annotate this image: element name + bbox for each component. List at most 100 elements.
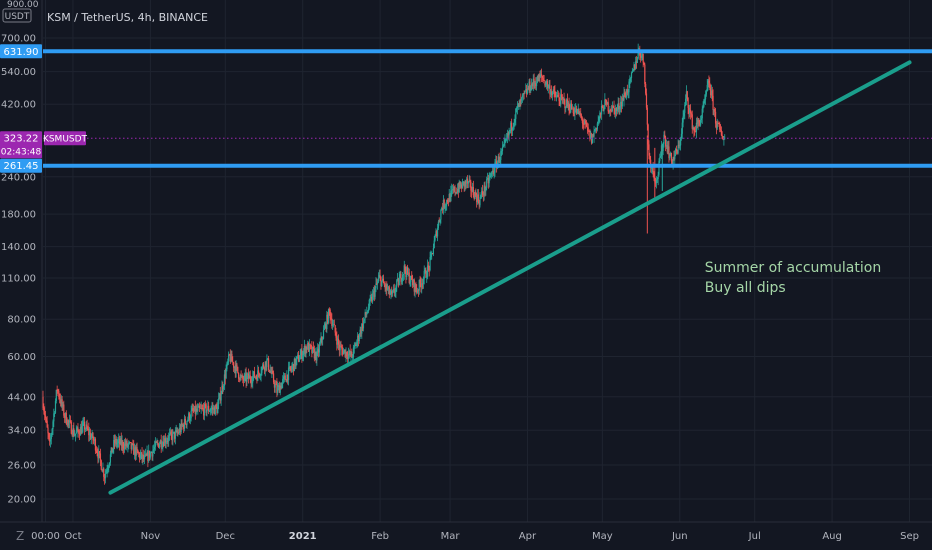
candle-body <box>338 344 340 351</box>
candle-body <box>148 450 150 462</box>
candle-body <box>188 413 190 420</box>
candle-body <box>377 281 379 284</box>
candle-body <box>145 454 147 456</box>
candle-body <box>684 105 686 113</box>
candle-body <box>49 437 51 442</box>
x-tick-label: Feb <box>371 531 389 542</box>
candle-body <box>373 290 375 297</box>
candle-body <box>245 373 247 382</box>
candle-body <box>470 181 472 191</box>
candle-body <box>649 155 651 160</box>
candle-body <box>720 130 723 136</box>
y-tick-label: 44.00 <box>7 392 36 403</box>
candle-body <box>536 75 539 83</box>
candle-body <box>262 364 264 368</box>
candle-body <box>419 279 421 284</box>
candle-body <box>356 341 358 346</box>
candle-body <box>343 349 345 351</box>
candle-body <box>539 74 541 77</box>
candle-body <box>699 122 701 126</box>
candle-body <box>690 109 692 114</box>
candle-body <box>611 105 613 112</box>
candle-body <box>117 441 119 443</box>
candle-body <box>645 83 647 94</box>
candle-body <box>251 382 253 384</box>
candle-body <box>342 350 345 355</box>
candle-body <box>553 89 555 92</box>
candle-body <box>49 439 52 442</box>
candle-body <box>188 413 191 421</box>
candle-body <box>666 145 668 153</box>
candle-body <box>326 314 328 330</box>
candle-body <box>646 107 648 125</box>
candle-body <box>686 91 688 98</box>
candle-body <box>669 155 671 159</box>
candle-body <box>306 346 308 350</box>
annotation-group[interactable]: Summer of accumulation Buy all dips <box>705 260 881 296</box>
candle-body <box>439 219 441 222</box>
candle-body <box>405 271 407 277</box>
annotation-text[interactable]: Summer of accumulation <box>705 260 881 276</box>
candle-body <box>687 97 689 108</box>
candle-body <box>530 89 532 91</box>
candle-body <box>628 81 630 93</box>
candle-body <box>281 382 283 389</box>
candle-body <box>146 451 148 456</box>
candle-body <box>314 351 316 359</box>
annotation-text[interactable]: Buy all dips <box>705 280 786 296</box>
candle-body <box>288 366 290 368</box>
candle-body <box>426 277 428 278</box>
x-tick-label: Jun <box>671 531 688 542</box>
candle-body <box>516 108 518 109</box>
trendline-group[interactable] <box>108 60 912 495</box>
trendline[interactable] <box>108 60 912 495</box>
candle-body <box>262 364 265 368</box>
candle-body <box>177 432 179 434</box>
candle-body <box>634 64 636 69</box>
candle-body <box>228 354 230 362</box>
candle-body <box>322 338 324 340</box>
candle-body <box>255 376 257 378</box>
time-axis[interactable] <box>0 522 932 550</box>
candle-body <box>128 442 130 445</box>
y-tick-label: 540.00 <box>1 67 36 78</box>
candle-body <box>284 375 286 380</box>
candle-body <box>315 351 317 361</box>
candle-body <box>538 74 540 82</box>
candle-body <box>308 343 310 352</box>
candle-body <box>275 384 277 386</box>
candle-body <box>265 361 267 367</box>
candle-body <box>154 441 156 447</box>
candle-body <box>101 469 103 472</box>
candle-body <box>201 407 203 409</box>
candle-body <box>165 442 167 444</box>
y-tick-label: 700.00 <box>1 34 36 45</box>
time-axis-ticks: 00:00 Oct Nov Dec 2021 Feb Mar Apr May Jun Jul Aug S… <box>31 531 919 542</box>
candle-body <box>607 102 609 112</box>
candle-body <box>193 410 195 412</box>
candle-body <box>376 283 378 285</box>
candle-body <box>463 181 465 187</box>
price-axis[interactable] <box>0 0 42 522</box>
candle-body <box>709 82 711 89</box>
candle-body <box>421 283 423 288</box>
candle-body <box>223 385 225 390</box>
candle-body <box>424 269 426 271</box>
candle-body <box>421 283 424 285</box>
candle-body <box>368 299 370 309</box>
candle-body <box>59 396 61 400</box>
candle-body <box>426 265 429 278</box>
candle-body <box>399 274 401 278</box>
candle-body <box>357 335 359 342</box>
currency-box[interactable] <box>2 8 32 23</box>
candle-body <box>127 444 129 447</box>
candle-body <box>267 358 270 370</box>
candle-body <box>409 281 411 283</box>
candle-body <box>711 90 713 96</box>
candle-body <box>387 289 389 290</box>
candle-body <box>476 194 479 203</box>
candle-body <box>397 278 399 281</box>
candle-body <box>461 181 464 189</box>
candle-body <box>66 423 68 426</box>
